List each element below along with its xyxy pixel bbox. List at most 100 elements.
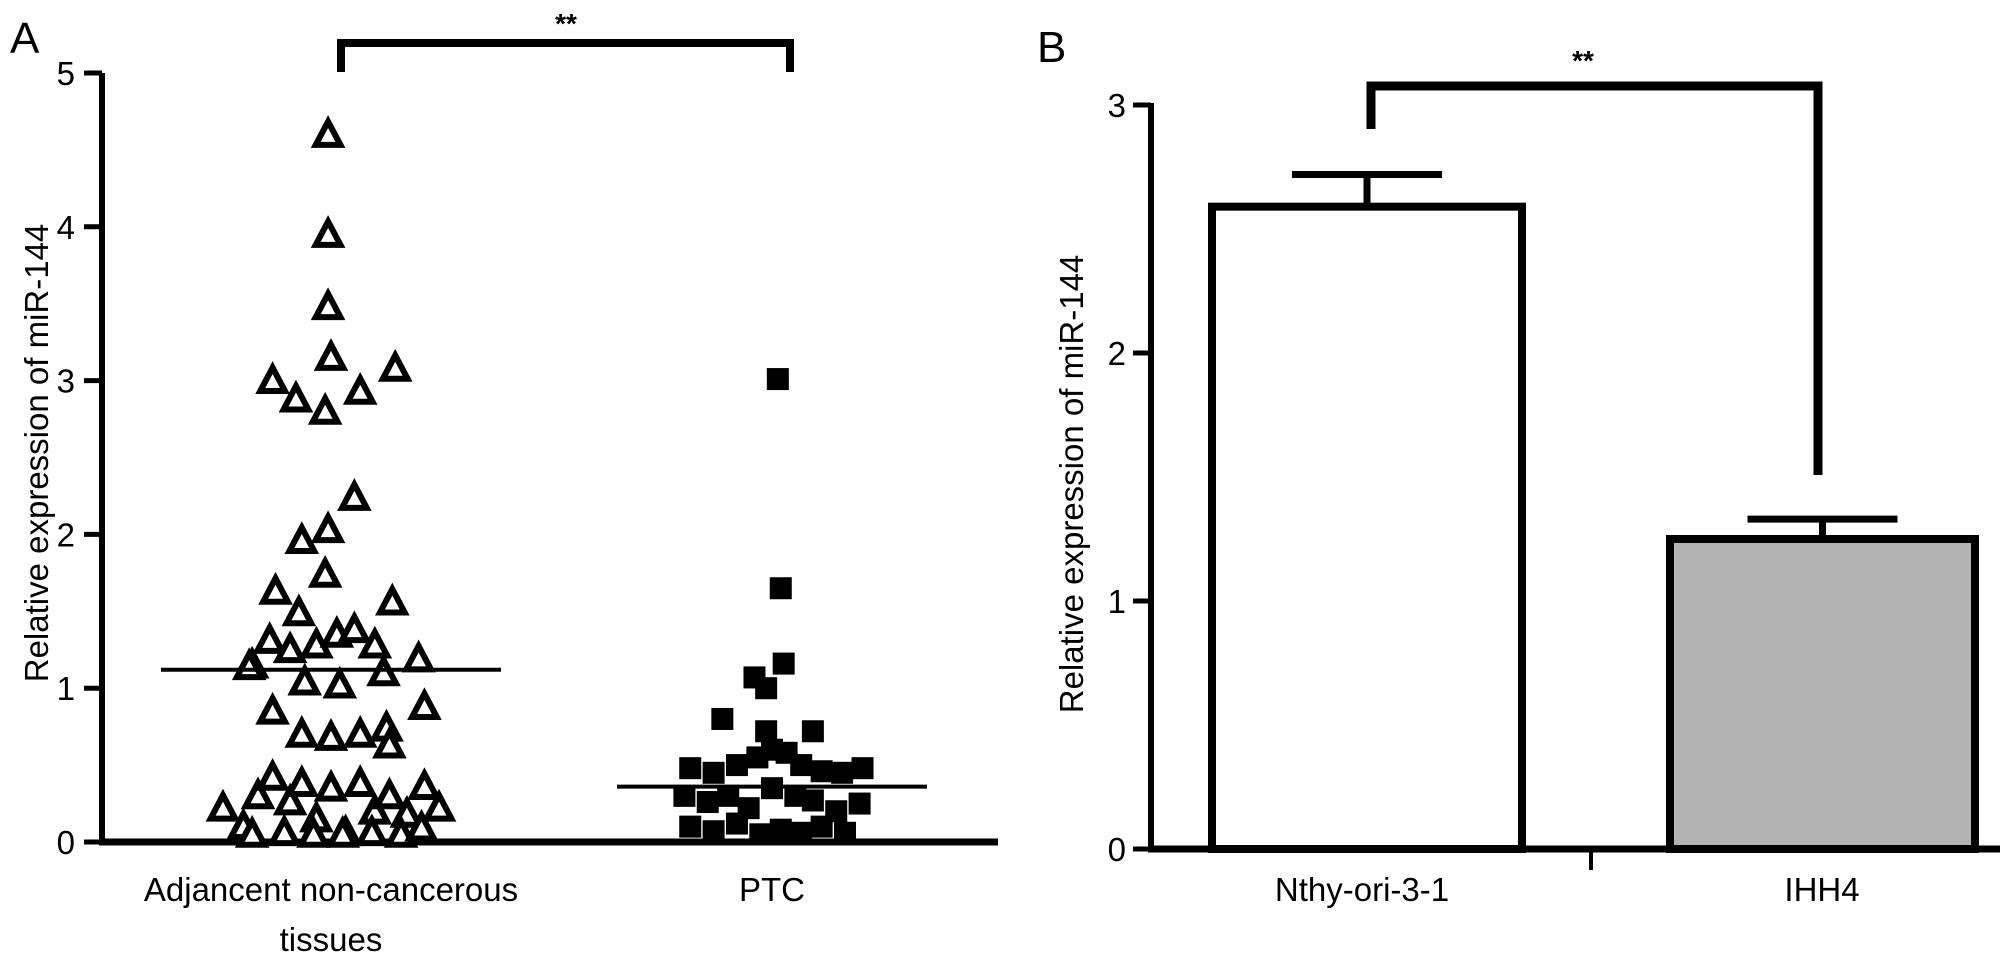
panel-a-point-triangle xyxy=(354,813,390,847)
panel-a-point-triangle xyxy=(372,725,407,759)
panel-a-y-tick-label: 1 xyxy=(57,670,75,707)
panel-a-point-square xyxy=(696,791,719,814)
panel-a-point-square xyxy=(801,789,824,812)
panel-b-significance-bracket xyxy=(1366,81,1823,475)
panel-a-point-triangle xyxy=(272,630,308,664)
panel-a-point-triangle xyxy=(307,391,343,425)
panel-a-point-square xyxy=(790,754,813,777)
panel-a-y-tick-label: 0 xyxy=(57,824,75,861)
panel-a-point-triangle xyxy=(281,593,317,627)
panel-a-point-triangle xyxy=(255,361,290,394)
panel-a-y-tick-label: 4 xyxy=(57,209,75,246)
panel-b-y-tick-label: 0 xyxy=(1108,831,1126,868)
panel-a-point-triangle xyxy=(205,788,241,822)
panel-a-point-triangle xyxy=(322,665,358,699)
panel-a-x-tick-label-line1: Adjancent non-cancerous xyxy=(144,871,518,908)
panel-a-significance-bracket xyxy=(337,39,794,72)
panel-a-point-triangle xyxy=(278,379,314,413)
panel-a-point-triangle xyxy=(325,814,361,848)
panel-a-y-tick-label: 2 xyxy=(57,516,75,553)
panel-a-point-triangle xyxy=(401,639,436,673)
panel-a-point-triangle xyxy=(266,813,302,847)
panel-b-significance-label: ** xyxy=(1572,45,1594,76)
panel-a-x-tick-label-line2: tissues xyxy=(280,921,383,958)
panel-b-bars xyxy=(1208,170,1979,853)
panel-b-x-tick-ihh4: IHH4 xyxy=(1784,871,1859,908)
panel-a-point-triangle xyxy=(310,115,346,148)
panel-a-point-triangle xyxy=(255,757,290,791)
panel-a-point-triangle xyxy=(342,371,378,405)
panel-a-point-triangle xyxy=(313,338,349,371)
panel-a-point-square xyxy=(810,815,833,838)
panel-a-means xyxy=(161,667,927,789)
panel-a-point-square xyxy=(848,792,871,815)
panel-a-point-triangle xyxy=(377,348,413,382)
panel-a-point-triangle xyxy=(404,808,439,842)
panel-a-point-triangle xyxy=(284,714,320,748)
panel-a-point-square xyxy=(725,754,748,777)
panel-a-y-ticks: 0 1 2 3 4 5 xyxy=(57,55,102,861)
panel-a-point-triangle xyxy=(337,610,372,644)
panel-a-point-square xyxy=(772,652,795,675)
panel-b-bar xyxy=(1208,202,1526,853)
panel-a-points xyxy=(205,115,874,848)
panel-a-point-triangle xyxy=(342,764,378,797)
panel-a-point-square xyxy=(769,577,792,600)
panel-a-point-triangle xyxy=(372,776,407,810)
panel-a-y-tick-label: 3 xyxy=(57,363,75,400)
panel-a-point-triangle xyxy=(313,768,349,802)
panel-a-point-square xyxy=(851,757,874,780)
panel-a-point-triangle xyxy=(337,478,372,511)
panel-a-point-square xyxy=(749,823,772,846)
panel-a-point-square xyxy=(831,761,854,784)
panel-a-x-tick-ptc: PTC xyxy=(739,871,805,908)
panel-b: B ** Relative expression of miR-144 0 1 2 3… xyxy=(1037,23,2000,908)
panel-a-point-triangle xyxy=(374,582,410,616)
panel-b-y-tick-label: 1 xyxy=(1108,583,1126,620)
panel-b-y-ticks: 0 1 2 3 xyxy=(1108,87,1151,868)
panel-a-point-triangle xyxy=(310,215,346,248)
panel-a-point-square xyxy=(810,760,833,783)
panel-a-point-triangle xyxy=(307,554,343,588)
panel-a-point-triangle xyxy=(342,714,378,748)
panel-a-point-triangle xyxy=(284,764,320,797)
panel-b-x-tick-nthy: Nthy-ori-3-1 xyxy=(1275,871,1449,908)
panel-a-point-triangle xyxy=(310,510,346,544)
panel-a-point-triangle xyxy=(258,571,293,605)
panel-a-point-square xyxy=(679,757,702,780)
panel-a-point-triangle xyxy=(287,662,323,696)
panel-a-point-triangle xyxy=(357,625,393,659)
panel-b-bar xyxy=(1666,535,1979,853)
panel-a-point-triangle xyxy=(310,287,346,321)
panel-a-point-square xyxy=(784,784,807,807)
panel-a-point-square xyxy=(711,707,734,730)
panel-a-point-triangle xyxy=(252,621,288,654)
panel-a-point-square xyxy=(717,784,740,807)
panel-a-point-square xyxy=(679,815,702,838)
panel-a-y-tick-label: 5 xyxy=(57,55,75,92)
panel-a-point-square xyxy=(769,818,792,841)
panel-a-point-triangle xyxy=(421,788,457,822)
panel-a-point-triangle xyxy=(240,776,276,810)
panel-a-point-square xyxy=(755,677,778,700)
panel-a-point-triangle xyxy=(272,782,308,816)
panel-a-point-square xyxy=(702,761,725,784)
panel-a-letter: A xyxy=(10,14,40,63)
panel-a-point-square xyxy=(790,821,813,844)
panel-a-point-square xyxy=(673,784,696,807)
panel-a-point-triangle xyxy=(407,767,442,801)
panel-a-point-square xyxy=(766,368,789,391)
panel-a-point-square xyxy=(801,720,824,743)
panel-a-point-triangle xyxy=(284,521,320,554)
panel-b-y-axis-label: Relative expression of miR-144 xyxy=(1053,255,1090,714)
panel-a-x-tick-adjacent: Adjancent non-cancerous tissues xyxy=(144,871,518,958)
panel-a-point-square xyxy=(755,720,778,743)
panel-a-significance-label: ** xyxy=(555,8,577,39)
panel-a-point-triangle xyxy=(234,814,270,848)
panel-a-point-triangle xyxy=(255,691,290,725)
panel-a-point-triangle xyxy=(313,717,349,751)
panel-a-y-axis-label: Relative expression of miR-144 xyxy=(18,224,55,683)
panel-b-y-tick-label: 2 xyxy=(1108,335,1126,372)
panel-a: A ** Relative expression of miR-144 0 1 2 3… xyxy=(10,8,998,958)
